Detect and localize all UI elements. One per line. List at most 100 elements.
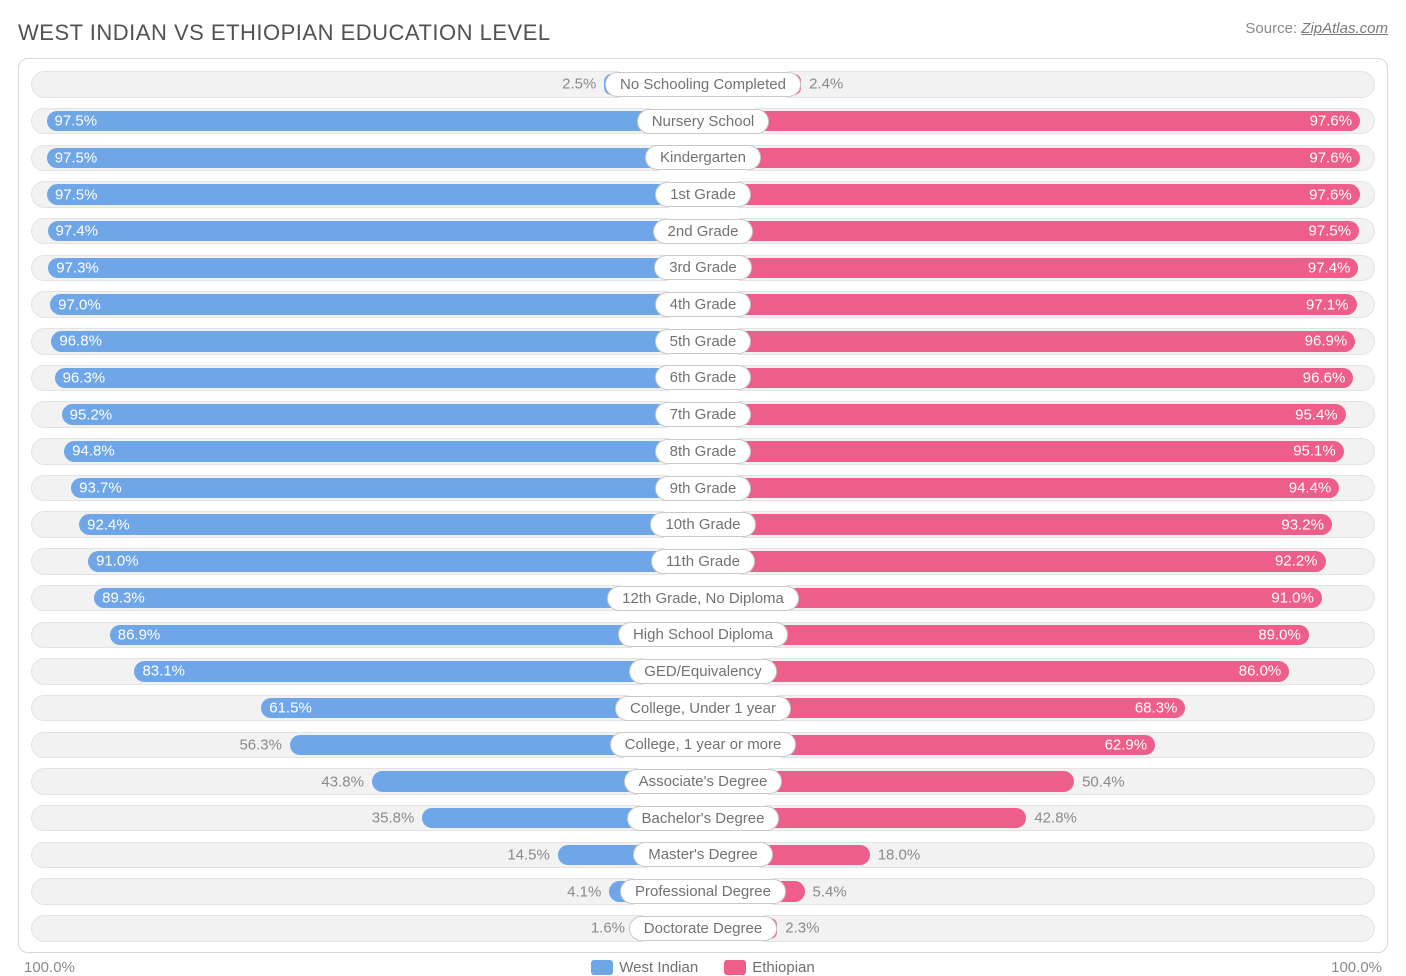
value-label-right: 5.4% (813, 883, 847, 900)
category-pill: Nursery School (637, 109, 770, 134)
bar-left (94, 588, 621, 609)
bar-left (47, 184, 669, 205)
value-label-right: 2.3% (785, 920, 819, 937)
bar-side-right: 42.8% (765, 801, 1375, 836)
legend-swatch-right (724, 960, 746, 975)
category-pill: 1st Grade (655, 182, 751, 207)
legend-label-left: West Indian (619, 959, 698, 976)
bar-side-left: 93.7% (31, 471, 669, 506)
bar-side-right: 5.4% (772, 874, 1375, 909)
value-label-right: 97.6% (1309, 149, 1352, 166)
value-label-left: 83.1% (142, 663, 185, 680)
chart-row: 56.3%College, 1 year or more62.9% (19, 728, 1387, 763)
bar-left (50, 294, 669, 315)
bar-left (47, 148, 659, 169)
chart-row: 97.5% Kindergarten 97.6% (19, 141, 1387, 176)
bar-left (71, 478, 668, 499)
chart-row: 91.0%11th Grade92.2% (19, 544, 1387, 579)
value-label-right: 91.0% (1271, 590, 1314, 607)
value-label-right: 96.6% (1303, 369, 1346, 386)
bar-right (737, 404, 1345, 425)
value-label-right: 92.2% (1275, 553, 1318, 570)
category-pill: GED/Equivalency (629, 659, 777, 684)
category-pill: High School Diploma (618, 622, 788, 647)
bar-side-right: 18.0% (759, 838, 1375, 873)
chart-row: 89.3% 12th Grade, No Diploma 91.0% (19, 581, 1387, 616)
bar-side-right: 97.1% (737, 287, 1375, 322)
bar-side-left: 83.1% (31, 654, 643, 689)
bar-side-right: 97.6% (737, 177, 1375, 212)
value-label-left: 93.7% (79, 480, 122, 497)
value-label-right: 97.6% (1310, 113, 1353, 130)
bar-left (134, 661, 643, 682)
value-label-left: 2.5% (562, 76, 596, 93)
bar-side-left: 97.5% (31, 177, 669, 212)
chart-row: 86.9%High School Diploma89.0% (19, 618, 1387, 653)
row-bg-left (31, 915, 643, 942)
bar-left (47, 111, 651, 132)
value-label-left: 97.4% (56, 223, 99, 240)
chart-row: 95.2%7th Grade95.4% (19, 397, 1387, 432)
bar-side-right: 68.3% (777, 691, 1375, 726)
bar-side-right: 97.6% (755, 104, 1375, 139)
bar-side-left: 97.5% (31, 141, 659, 176)
row-bg-right (787, 71, 1375, 98)
value-label-left: 96.3% (63, 369, 106, 386)
value-label-right: 18.0% (878, 846, 921, 863)
value-label-left: 94.8% (72, 443, 115, 460)
category-pill: 7th Grade (655, 402, 752, 427)
chart-header: WEST INDIAN VS ETHIOPIAN EDUCATION LEVEL… (18, 20, 1388, 46)
chart-row: 35.8%Bachelor's Degree42.8% (19, 801, 1387, 836)
value-label-left: 1.6% (591, 920, 625, 937)
bar-side-right: 2.4% (787, 67, 1375, 102)
chart-row: 61.5%College, Under 1 year68.3% (19, 691, 1387, 726)
row-bg-left (31, 878, 634, 905)
value-label-left: 91.0% (96, 553, 139, 570)
category-pill: 2nd Grade (653, 219, 754, 244)
value-label-left: 97.5% (55, 186, 98, 203)
bar-right (739, 221, 1359, 242)
category-pill: 12th Grade, No Diploma (607, 586, 799, 611)
category-pill: 5th Grade (655, 329, 752, 354)
value-label-left: 97.3% (56, 259, 99, 276)
value-label-left: 89.3% (102, 590, 145, 607)
category-pill: Doctorate Degree (629, 916, 777, 941)
bar-right (737, 294, 1356, 315)
chart-row: 1.6%Doctorate Degree 2.3% (19, 911, 1387, 946)
value-label-right: 62.9% (1105, 736, 1148, 753)
bar-side-left: 43.8% (31, 764, 638, 799)
chart-row: 96.8%5th Grade96.9% (19, 324, 1387, 359)
bar-right (737, 478, 1339, 499)
bar-side-right: 93.2% (742, 507, 1375, 542)
chart-footer: 100.0% West Indian Ethiopian 100.0% (18, 959, 1388, 976)
value-label-left: 92.4% (87, 516, 130, 533)
bar-right (738, 258, 1359, 279)
bar-right (785, 588, 1322, 609)
category-pill: Professional Degree (620, 879, 786, 904)
value-label-right: 68.3% (1135, 700, 1178, 717)
bar-side-left: 91.0% (31, 544, 665, 579)
bar-side-left: 95.2% (31, 397, 669, 432)
bar-side-left: 14.5% (31, 838, 647, 873)
value-label-right: 2.4% (809, 76, 843, 93)
bar-side-left: 92.4% (31, 507, 664, 542)
bar-right (737, 368, 1353, 389)
value-label-left: 97.0% (58, 296, 101, 313)
bar-side-left: 96.8% (31, 324, 669, 359)
category-pill: 4th Grade (655, 292, 752, 317)
legend-item-left: West Indian (591, 959, 698, 976)
category-pill: Kindergarten (645, 145, 761, 170)
bar-side-right: 86.0% (763, 654, 1375, 689)
bar-right (737, 184, 1360, 205)
bar-side-right: 62.9% (782, 728, 1375, 763)
category-pill: 9th Grade (655, 476, 752, 501)
bar-side-left: 97.4% (31, 214, 667, 249)
bar-side-left: 89.3% (31, 581, 621, 616)
value-label-right: 86.0% (1239, 663, 1282, 680)
value-label-left: 97.5% (55, 149, 98, 166)
value-label-right: 93.2% (1281, 516, 1324, 533)
value-label-left: 4.1% (567, 883, 601, 900)
bar-side-left: 35.8% (31, 801, 641, 836)
value-label-left: 43.8% (321, 773, 364, 790)
chart-row: 4.1% Professional Degree 5.4% (19, 874, 1387, 909)
